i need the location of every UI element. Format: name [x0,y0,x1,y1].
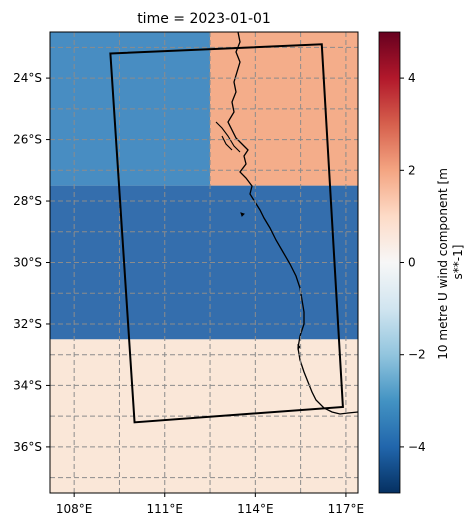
lat-label: 26°S [13,133,42,147]
lat-label: 36°S [13,440,42,454]
shark-bay-peninsula [215,121,241,153]
colorbar-tick-label: −2 [408,348,426,362]
lon-label: 111°E [146,502,183,516]
lat-label: 34°S [13,378,42,392]
lon-label: 108°E [56,502,93,516]
lat-label: 24°S [13,71,42,85]
lon-label: 114°E [237,502,274,516]
lat-label: 28°S [13,194,42,208]
map-title: time = 2023-01-01 [137,11,271,27]
colorbar: 4 2 0 −2 −4 10 metre U wind component [m s**… [378,31,465,494]
colorbar-label: 10 metre U wind component [m s**-1] [436,164,465,359]
graticule [50,32,358,493]
coastal-islands [240,212,301,351]
region-outline [109,43,344,424]
colorbar-gradient [378,31,401,494]
lon-label: 117°E [328,502,365,516]
coastline [227,32,358,415]
colorbar-tick-label: 4 [408,71,416,85]
lat-label: 30°S [13,256,42,270]
map-area [50,32,358,493]
colorbar-tick-label: −4 [408,440,426,454]
colorbar-ticks: 4 2 0 −2 −4 [400,71,426,454]
lat-label: 32°S [13,317,42,331]
colorbar-tick-label: 2 [408,163,416,177]
colorbar-tick-label: 0 [408,256,416,270]
longitude-labels: 108°E 111°E 114°E 117°E [56,493,364,516]
latitude-labels: 24°S 26°S 28°S 30°S 32°S 34°S 36°S [13,71,50,454]
